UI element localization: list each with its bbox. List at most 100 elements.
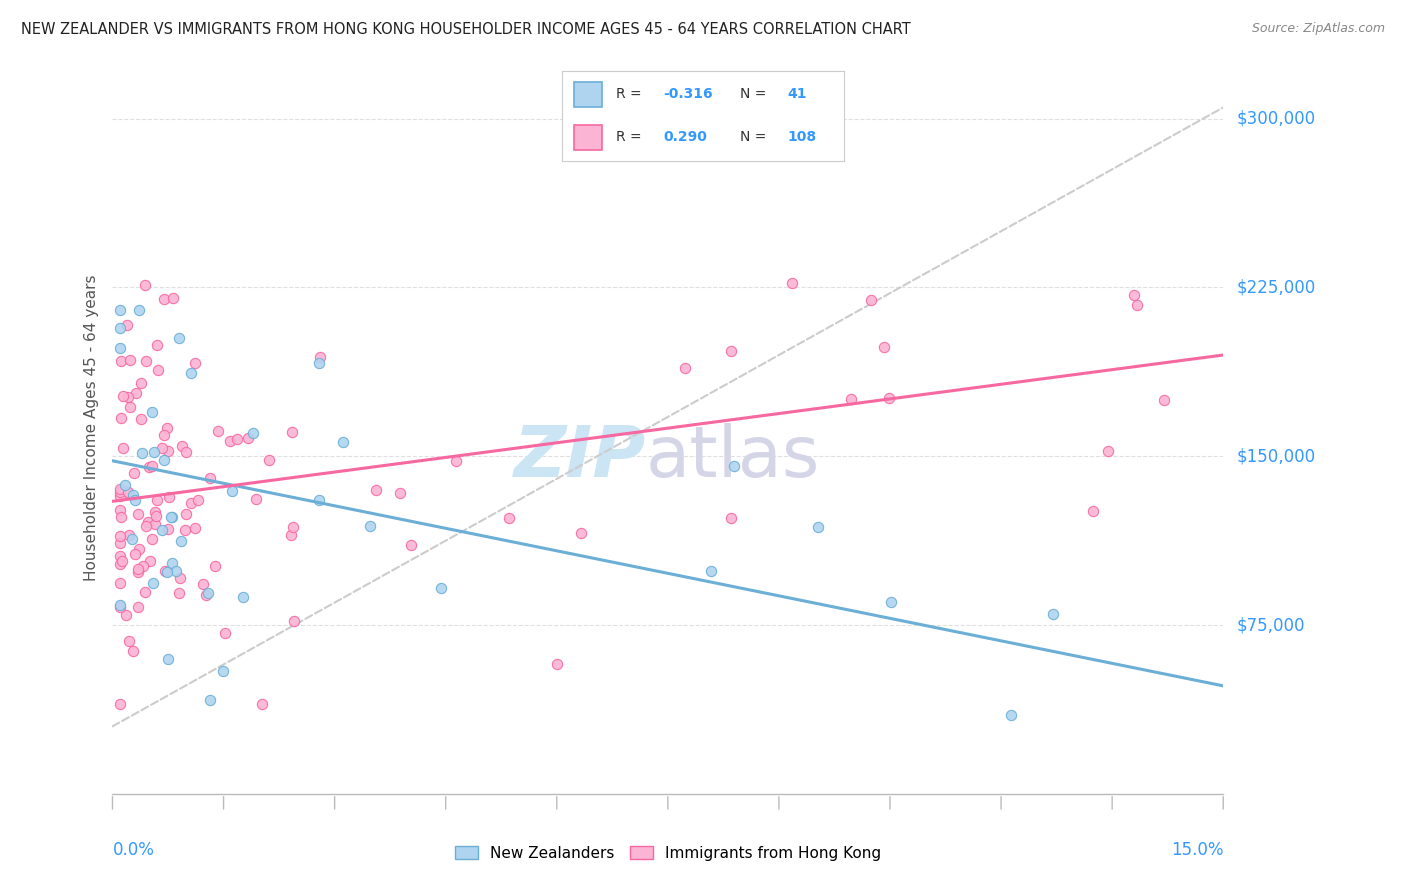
Point [112, 389, 135, 403]
Legend: New Zealanders, Immigrants from Hong Kong: New Zealanders, Immigrants from Hong Kon… [449, 839, 887, 867]
Point [129, 376, 152, 390]
Text: $300,000: $300,000 [1237, 110, 1316, 128]
Point [184, 521, 207, 535]
Point [142, 444, 165, 458]
Point [153, 428, 176, 442]
Point [444, 454, 467, 468]
Point [153, 564, 176, 578]
Point [877, 392, 900, 406]
Point [245, 492, 267, 507]
Point [200, 693, 222, 707]
Point [156, 565, 179, 579]
Point [135, 518, 157, 533]
Point [141, 532, 163, 546]
Point [152, 292, 174, 306]
Point [129, 412, 152, 426]
Point [127, 507, 149, 521]
Point [873, 340, 896, 354]
Point [122, 488, 145, 502]
Point [226, 432, 249, 446]
Point [111, 441, 134, 455]
Point [114, 478, 136, 492]
Point [180, 496, 202, 510]
Point [194, 588, 217, 602]
Point [128, 303, 150, 318]
Point [174, 523, 197, 537]
Point [127, 562, 149, 576]
Point [132, 559, 155, 574]
Point [675, 361, 697, 376]
Point [162, 291, 184, 305]
Text: $225,000: $225,000 [1237, 278, 1316, 296]
Point [150, 441, 173, 455]
Point [117, 390, 139, 404]
Point [174, 507, 197, 521]
Text: R =: R = [616, 87, 645, 101]
Text: 108: 108 [787, 130, 817, 144]
Point [108, 503, 131, 517]
Point [332, 435, 354, 450]
Point [155, 421, 177, 435]
Point [212, 665, 235, 679]
Point [187, 492, 209, 507]
Point [280, 527, 302, 541]
Point [309, 350, 332, 364]
Point [110, 410, 132, 425]
Point [197, 585, 219, 599]
Point [359, 519, 381, 533]
Text: atlas: atlas [645, 423, 820, 491]
Text: 0.290: 0.290 [664, 130, 707, 144]
Point [108, 598, 131, 612]
Point [180, 367, 202, 381]
Point [110, 510, 132, 524]
Text: 41: 41 [787, 87, 807, 101]
Point [114, 608, 136, 623]
FancyBboxPatch shape [574, 82, 602, 107]
Point [569, 525, 592, 540]
Point [121, 532, 143, 546]
Text: 0.0%: 0.0% [112, 841, 155, 859]
Point [145, 509, 167, 524]
Text: ZIP: ZIP [513, 423, 645, 491]
Point [204, 558, 226, 573]
Point [122, 644, 145, 658]
Point [1081, 504, 1104, 518]
Point [128, 600, 150, 615]
Text: 15.0%: 15.0% [1171, 841, 1223, 859]
Point [1097, 444, 1119, 458]
Text: R =: R = [616, 130, 645, 144]
Point [232, 590, 254, 604]
Point [207, 424, 229, 438]
Point [169, 571, 191, 585]
Point [184, 356, 207, 370]
Point [170, 534, 193, 549]
Point [174, 445, 197, 459]
Point [723, 459, 745, 474]
Point [141, 575, 163, 590]
Point [160, 556, 183, 570]
Point [141, 404, 163, 418]
Point [117, 485, 139, 500]
Point [162, 510, 184, 524]
Point [283, 520, 305, 534]
Point [108, 599, 131, 614]
Point [157, 651, 180, 665]
Point [156, 443, 179, 458]
Point [117, 633, 139, 648]
Point [219, 434, 242, 448]
Point [191, 576, 214, 591]
Point [127, 566, 149, 580]
Point [172, 438, 194, 452]
Point [143, 516, 166, 531]
Point [108, 536, 131, 550]
Point [108, 485, 131, 500]
Point [165, 565, 187, 579]
Point [720, 510, 742, 524]
Point [546, 657, 568, 671]
Point [156, 522, 179, 536]
Point [699, 564, 721, 578]
Point [159, 510, 181, 524]
Point [111, 554, 134, 568]
Point [108, 303, 131, 318]
Point [429, 581, 451, 595]
